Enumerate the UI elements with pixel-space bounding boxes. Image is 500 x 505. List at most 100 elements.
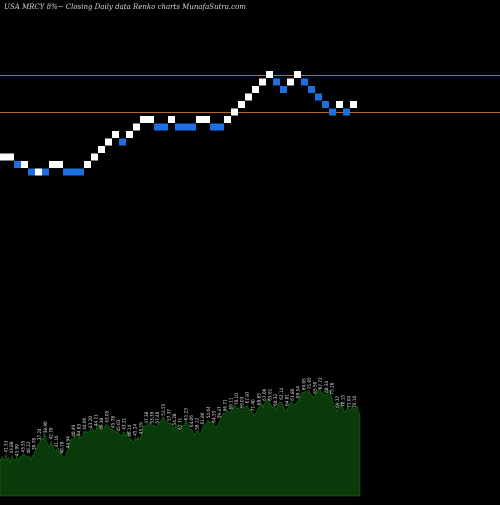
volume-label-24: 45.24 [133, 424, 138, 436]
volume-label-49: 60.32 [273, 394, 278, 406]
volume-area [0, 388, 361, 497]
volume-label-53: 69.54 [296, 386, 301, 398]
volume-label-59: 75.28 [329, 382, 334, 394]
volume-label-34: 64.06 [189, 415, 194, 427]
renko-brick-35 [238, 101, 245, 108]
renko-brick-33 [224, 116, 231, 123]
volume-label-44: 67.97 [245, 391, 250, 403]
volume-label-38: 64.55 [211, 410, 216, 422]
renko-brick-51 [350, 101, 357, 108]
volume-label-26: 47.38 [144, 411, 149, 423]
volume-label-52: 61.80 [290, 388, 295, 400]
volume-label-43: 69.03 [240, 396, 245, 408]
volume-label-37: 54.64 [206, 406, 211, 418]
volume-label-31: 54.28 [172, 413, 177, 425]
renko-brick-12 [77, 168, 84, 176]
volume-label-39: 59.47 [217, 406, 222, 418]
renko-brick-29 [196, 116, 203, 123]
renko-brick-36 [245, 93, 252, 101]
volume-label-25: 45.19 [138, 422, 143, 434]
volume-label-7: 37.24 [37, 428, 42, 440]
volume-label-8: 38.90 [43, 421, 48, 433]
volume-label-62: 73.04 [346, 395, 351, 407]
volume-label-22: 43.21 [122, 417, 127, 429]
renko-brick-7 [42, 168, 49, 176]
volume-label-57: 67.72 [318, 377, 323, 389]
renko-brick-20 [133, 123, 140, 131]
renko-brick-32 [217, 123, 224, 131]
volume-label-47: 67.06 [262, 388, 267, 400]
volume-label-50: 62.14 [279, 387, 284, 399]
renko-brick-9 [56, 161, 63, 168]
volume-label-48: 65.61 [268, 388, 273, 400]
volume-label-10: 41.16 [54, 435, 59, 447]
volume-label-32: 62.71 [178, 417, 183, 429]
renko-brick-38 [259, 78, 266, 86]
volume-label-17: 44.11 [93, 414, 98, 426]
renko-brick-10 [63, 168, 70, 176]
renko-brick-41 [280, 86, 287, 93]
volume-label-42: 70.10 [234, 393, 239, 405]
renko-brick-2 [7, 153, 14, 161]
volume-label-1: 41.53 [4, 440, 9, 452]
renko-brick-22 [147, 116, 154, 123]
renko-brick-15 [98, 146, 105, 153]
volume-label-41: 69.11 [228, 397, 233, 409]
renko-brick-28 [189, 123, 196, 131]
renko-brick-21 [140, 116, 147, 123]
renko-brick-16 [105, 138, 112, 146]
renko-brick-49 [336, 101, 343, 108]
renko-brick-5 [28, 168, 35, 176]
renko-brick-19 [126, 131, 133, 138]
volume-label-30: 57.37 [167, 409, 172, 421]
renko-brick-47 [322, 101, 329, 108]
renko-brick-3 [14, 161, 21, 168]
volume-label-4: 43.55 [20, 440, 25, 452]
renko-brick-11 [70, 168, 77, 176]
volume-label-27: 53.39 [150, 411, 155, 423]
volume-label-54: 69.05 [301, 378, 306, 390]
volume-label-45: 71.40 [251, 399, 256, 411]
volume-label-56: 65.50 [313, 381, 318, 393]
volume-label-60: 69.37 [335, 395, 340, 407]
renko-brick-25 [168, 116, 175, 123]
volume-label-5: 40.22 [26, 441, 31, 453]
renko-brick-14 [91, 153, 98, 161]
renko-brick-23 [154, 123, 161, 131]
volume-label-58: 68.34 [324, 380, 329, 392]
renko-brick-6 [35, 168, 42, 176]
renko-brick-18 [119, 138, 126, 146]
chart-title: USA MRCY 8%~ Closing Daily data Renko ch… [4, 3, 246, 11]
renko-brick-42 [287, 78, 294, 86]
volume-label-40: 66.71 [223, 399, 228, 411]
volume-label-13: 40.49 [71, 424, 76, 436]
renko-brick-44 [301, 78, 308, 86]
renko-brick-26 [175, 123, 182, 131]
volume-label-16: 43.20 [88, 416, 93, 428]
volume-label-2: 43.88 [9, 441, 14, 453]
renko-brick-17 [112, 131, 119, 138]
renko-brick-43 [294, 71, 301, 78]
volume-label-63: 76.10 [352, 395, 357, 407]
volume-label-3: 45.99 [15, 444, 20, 456]
renko-brick-37 [252, 86, 259, 93]
renko-brick-24 [161, 123, 168, 131]
renko-brick-1 [0, 153, 7, 161]
renko-brick-46 [315, 93, 322, 101]
renko-brick-13 [84, 161, 91, 168]
volume-label-29: 53.55 [161, 403, 166, 415]
volume-label-33: 61.23 [183, 408, 188, 420]
renko-brick-31 [210, 123, 217, 131]
volume-label-28: 57.40 [155, 411, 160, 423]
renko-brick-50 [343, 108, 350, 116]
volume-label-19: 43.05 [105, 410, 110, 422]
volume-label-36: 61.86 [200, 412, 205, 424]
volume-label-14: 44.03 [77, 424, 82, 436]
renko-brick-30 [203, 116, 210, 123]
volume-label-23: 46.14 [127, 424, 132, 436]
volume-label-55: 75.95 [307, 377, 312, 389]
volume-label-20: 45.78 [110, 416, 115, 428]
renko-brick-27 [182, 123, 189, 131]
